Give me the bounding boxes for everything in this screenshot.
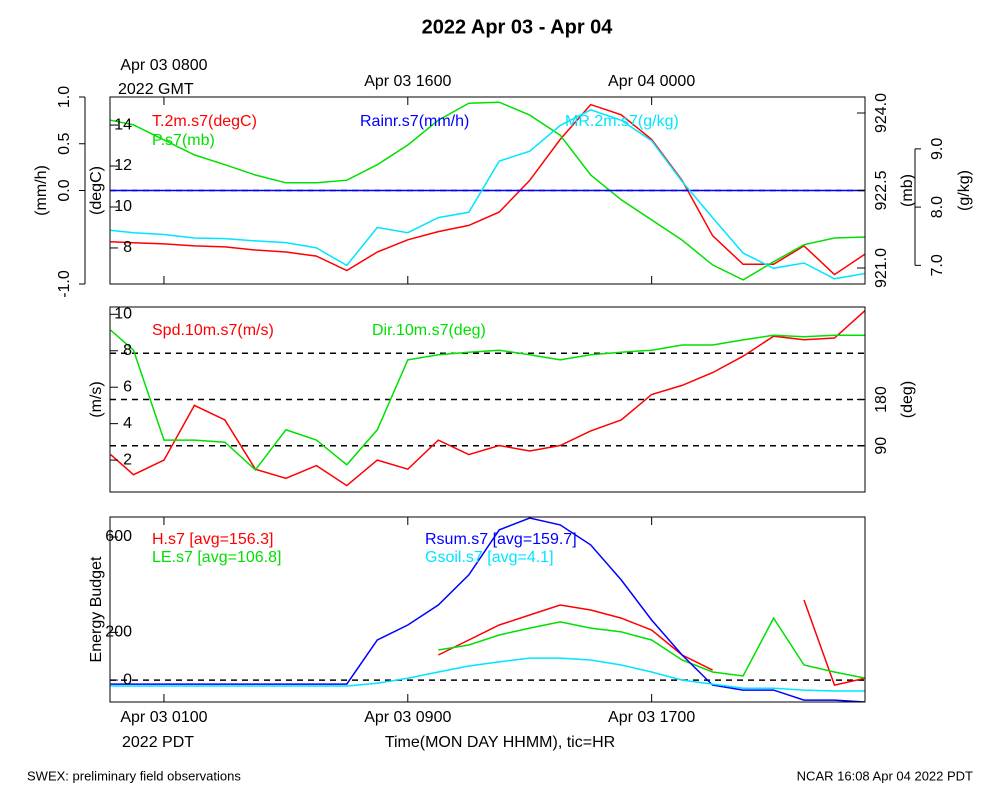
y-tick-label: 0.0 [56, 179, 73, 201]
plot-area [110, 517, 865, 702]
plot-frame [109, 306, 866, 493]
legend-entry: T.2m.s7(degC) [152, 113, 257, 130]
y-tick-label: 12 [114, 157, 132, 174]
y-tick-label: 0 [123, 671, 132, 688]
legend-entry: P.s7(mb) [152, 132, 215, 149]
plot-frame [109, 516, 866, 703]
x-tick-note: 2022 GMT [118, 81, 194, 98]
y-tick-label: 924.0 [873, 93, 890, 133]
y-tick-label: 90 [873, 437, 890, 455]
legend-entry: Gsoil.s7 [avg=4.1] [425, 549, 554, 566]
x-tick-label: Apr 03 0100 [120, 709, 207, 726]
y-tick-label: -1.0 [56, 270, 73, 298]
legend-entry: LE.s7 [avg=106.8] [152, 549, 281, 566]
legend-entry: Dir.10m.s7(deg) [372, 322, 486, 339]
y-tick-label: 921.0 [873, 248, 890, 288]
y-tick-label: 10 [114, 306, 132, 323]
series-line [110, 108, 865, 280]
series-line [110, 310, 865, 487]
y-tick-label: 8.0 [929, 196, 946, 218]
y-tick-label: 922.5 [873, 170, 890, 210]
x-tick-label: Apr 03 1700 [608, 709, 695, 726]
y-tick-label: 10 [114, 198, 132, 215]
x-tick-note: 2022 PDT [122, 734, 194, 751]
y-tick-label: 0.5 [56, 133, 73, 155]
y-tick-label: 2 [123, 451, 132, 468]
axis-title: (mb) [899, 174, 916, 207]
legend-entry: Rsum.s7 [avg=159.7] [425, 531, 577, 548]
axis-title: Energy Budget [88, 556, 105, 662]
y-tick-label: 8 [123, 342, 132, 359]
footer-right: NCAR 16:08 Apr 04 2022 PDT [797, 768, 973, 783]
x-axis-title: Time(MON DAY HHMM), tic=HR [385, 734, 615, 751]
series-line [110, 329, 865, 472]
legend-entry: Spd.10m.s7(m/s) [152, 322, 274, 339]
y-tick-label: 6 [123, 378, 132, 395]
y-tick-label: 180 [873, 386, 890, 413]
x-tick-label: Apr 03 1600 [364, 73, 451, 90]
series-line [110, 657, 865, 692]
axis-title: (m/s) [88, 381, 105, 417]
y-tick-label: 4 [123, 415, 132, 432]
plot-area [110, 310, 865, 487]
page-title: 2022 Apr 03 - Apr 04 [422, 16, 614, 38]
footer-left: SWEX: preliminary field observations [27, 768, 241, 783]
axis-title: (mm/h) [33, 165, 50, 216]
plot-frame [109, 96, 866, 285]
y-tick-label: 200 [105, 624, 132, 641]
series-line [110, 517, 865, 702]
x-tick-label: Apr 03 0800 [120, 57, 207, 74]
y-tick-label: 9.0 [929, 138, 946, 160]
y-tick-label: 1.0 [56, 86, 73, 108]
axis-title: (degC) [88, 166, 105, 215]
y-tick-label: 600 [105, 528, 132, 545]
plot-area [110, 101, 865, 281]
legend-entry: Rainr.s7(mm/h) [360, 113, 469, 130]
legend-entry: MR.2m.s7(g/kg) [565, 113, 679, 130]
y-tick-label: 7.0 [929, 254, 946, 276]
series-line [437, 599, 865, 686]
y-tick-label: 14 [114, 116, 132, 133]
y-tick-label: 8 [123, 239, 132, 256]
axis-title: (deg) [899, 381, 916, 418]
x-tick-label: Apr 03 0900 [364, 709, 451, 726]
legend-entry: H.s7 [avg=156.3] [152, 531, 273, 548]
series-line [110, 103, 865, 276]
axis-title: (g/kg) [956, 170, 973, 211]
series-line [438, 616, 865, 679]
x-tick-label: Apr 04 0000 [608, 73, 695, 90]
series-line [110, 101, 865, 281]
